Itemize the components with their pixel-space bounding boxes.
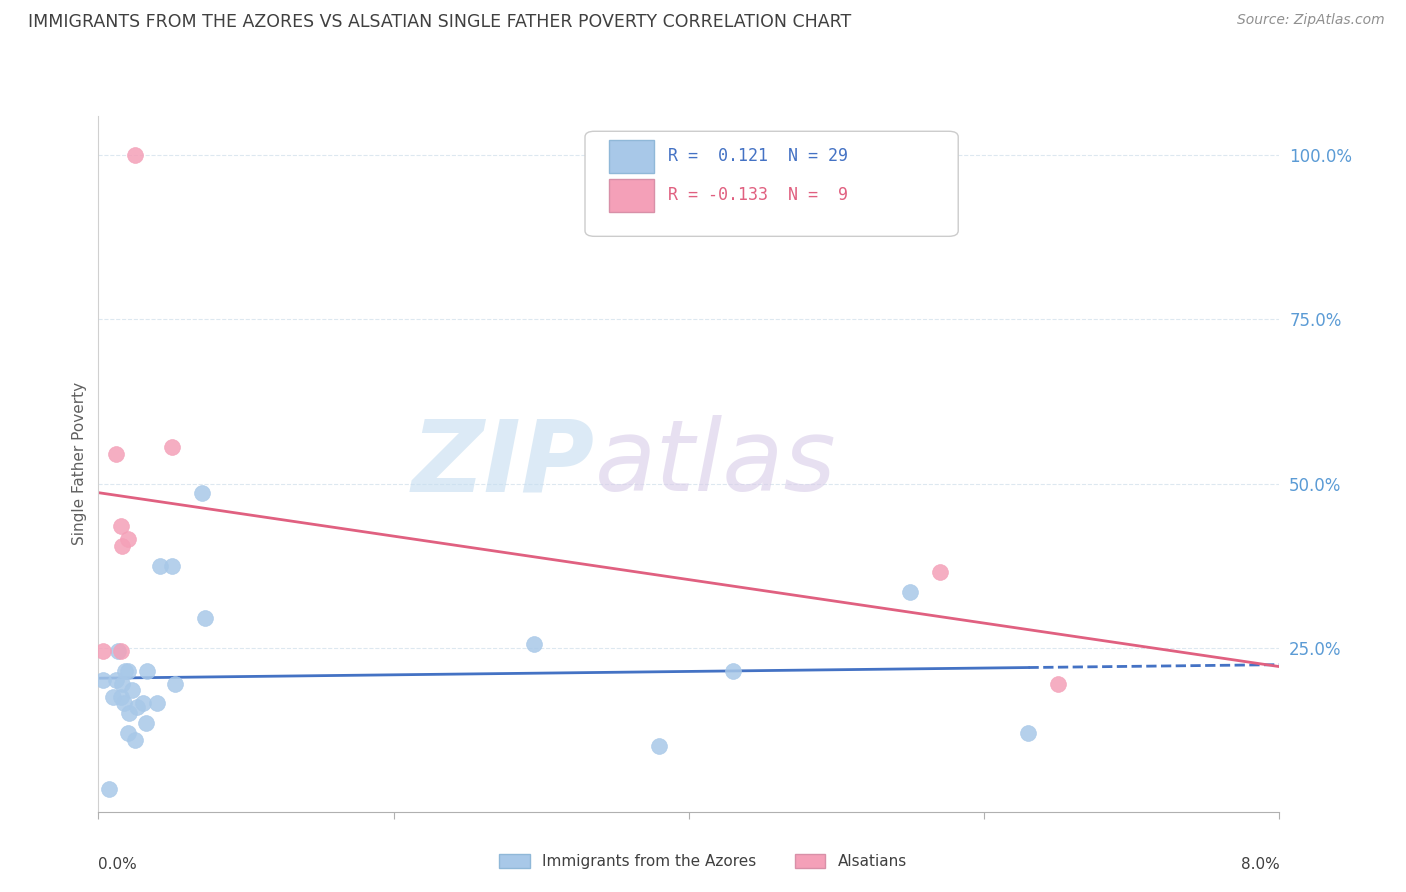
Point — [721, 664, 744, 678]
Text: R = -0.133  N =  9: R = -0.133 N = 9 — [668, 186, 848, 204]
Point — [648, 739, 671, 753]
Point — [107, 644, 129, 658]
Point — [91, 644, 114, 658]
Text: 8.0%: 8.0% — [1240, 857, 1279, 872]
Text: atlas: atlas — [595, 416, 837, 512]
Point — [191, 486, 214, 500]
Point — [117, 664, 139, 678]
Point — [523, 637, 546, 651]
Point — [125, 699, 148, 714]
Point — [118, 706, 141, 721]
Point — [105, 447, 128, 461]
Point — [110, 690, 132, 704]
Point — [97, 781, 120, 796]
Point — [149, 558, 172, 573]
Point — [112, 697, 135, 711]
Point — [117, 726, 139, 740]
FancyBboxPatch shape — [609, 178, 654, 212]
Point — [1017, 726, 1039, 740]
Point — [114, 664, 136, 678]
Text: ZIP: ZIP — [412, 416, 595, 512]
Point — [146, 697, 169, 711]
Point — [900, 584, 922, 599]
Point — [111, 677, 134, 691]
Point — [117, 533, 139, 547]
Point — [132, 697, 155, 711]
Point — [110, 644, 132, 658]
Text: IMMIGRANTS FROM THE AZORES VS ALSATIAN SINGLE FATHER POVERTY CORRELATION CHART: IMMIGRANTS FROM THE AZORES VS ALSATIAN S… — [28, 13, 852, 31]
Point — [124, 148, 146, 162]
Legend: Immigrants from the Azores, Alsatians: Immigrants from the Azores, Alsatians — [494, 848, 912, 875]
Point — [105, 673, 128, 688]
Text: 0.0%: 0.0% — [98, 857, 138, 872]
Point — [91, 673, 114, 688]
Point — [165, 677, 187, 691]
Y-axis label: Single Father Poverty: Single Father Poverty — [72, 383, 87, 545]
Point — [110, 519, 132, 533]
Point — [136, 664, 159, 678]
Point — [103, 690, 125, 704]
Text: R =  0.121  N = 29: R = 0.121 N = 29 — [668, 147, 848, 165]
Point — [194, 611, 217, 625]
Point — [135, 716, 157, 731]
Point — [162, 558, 183, 573]
FancyBboxPatch shape — [609, 140, 654, 173]
Point — [928, 565, 950, 579]
Point — [121, 683, 143, 698]
Point — [162, 441, 183, 455]
Point — [1046, 677, 1069, 691]
Point — [124, 732, 146, 747]
FancyBboxPatch shape — [585, 131, 959, 236]
Text: Source: ZipAtlas.com: Source: ZipAtlas.com — [1237, 13, 1385, 28]
Point — [111, 539, 134, 553]
